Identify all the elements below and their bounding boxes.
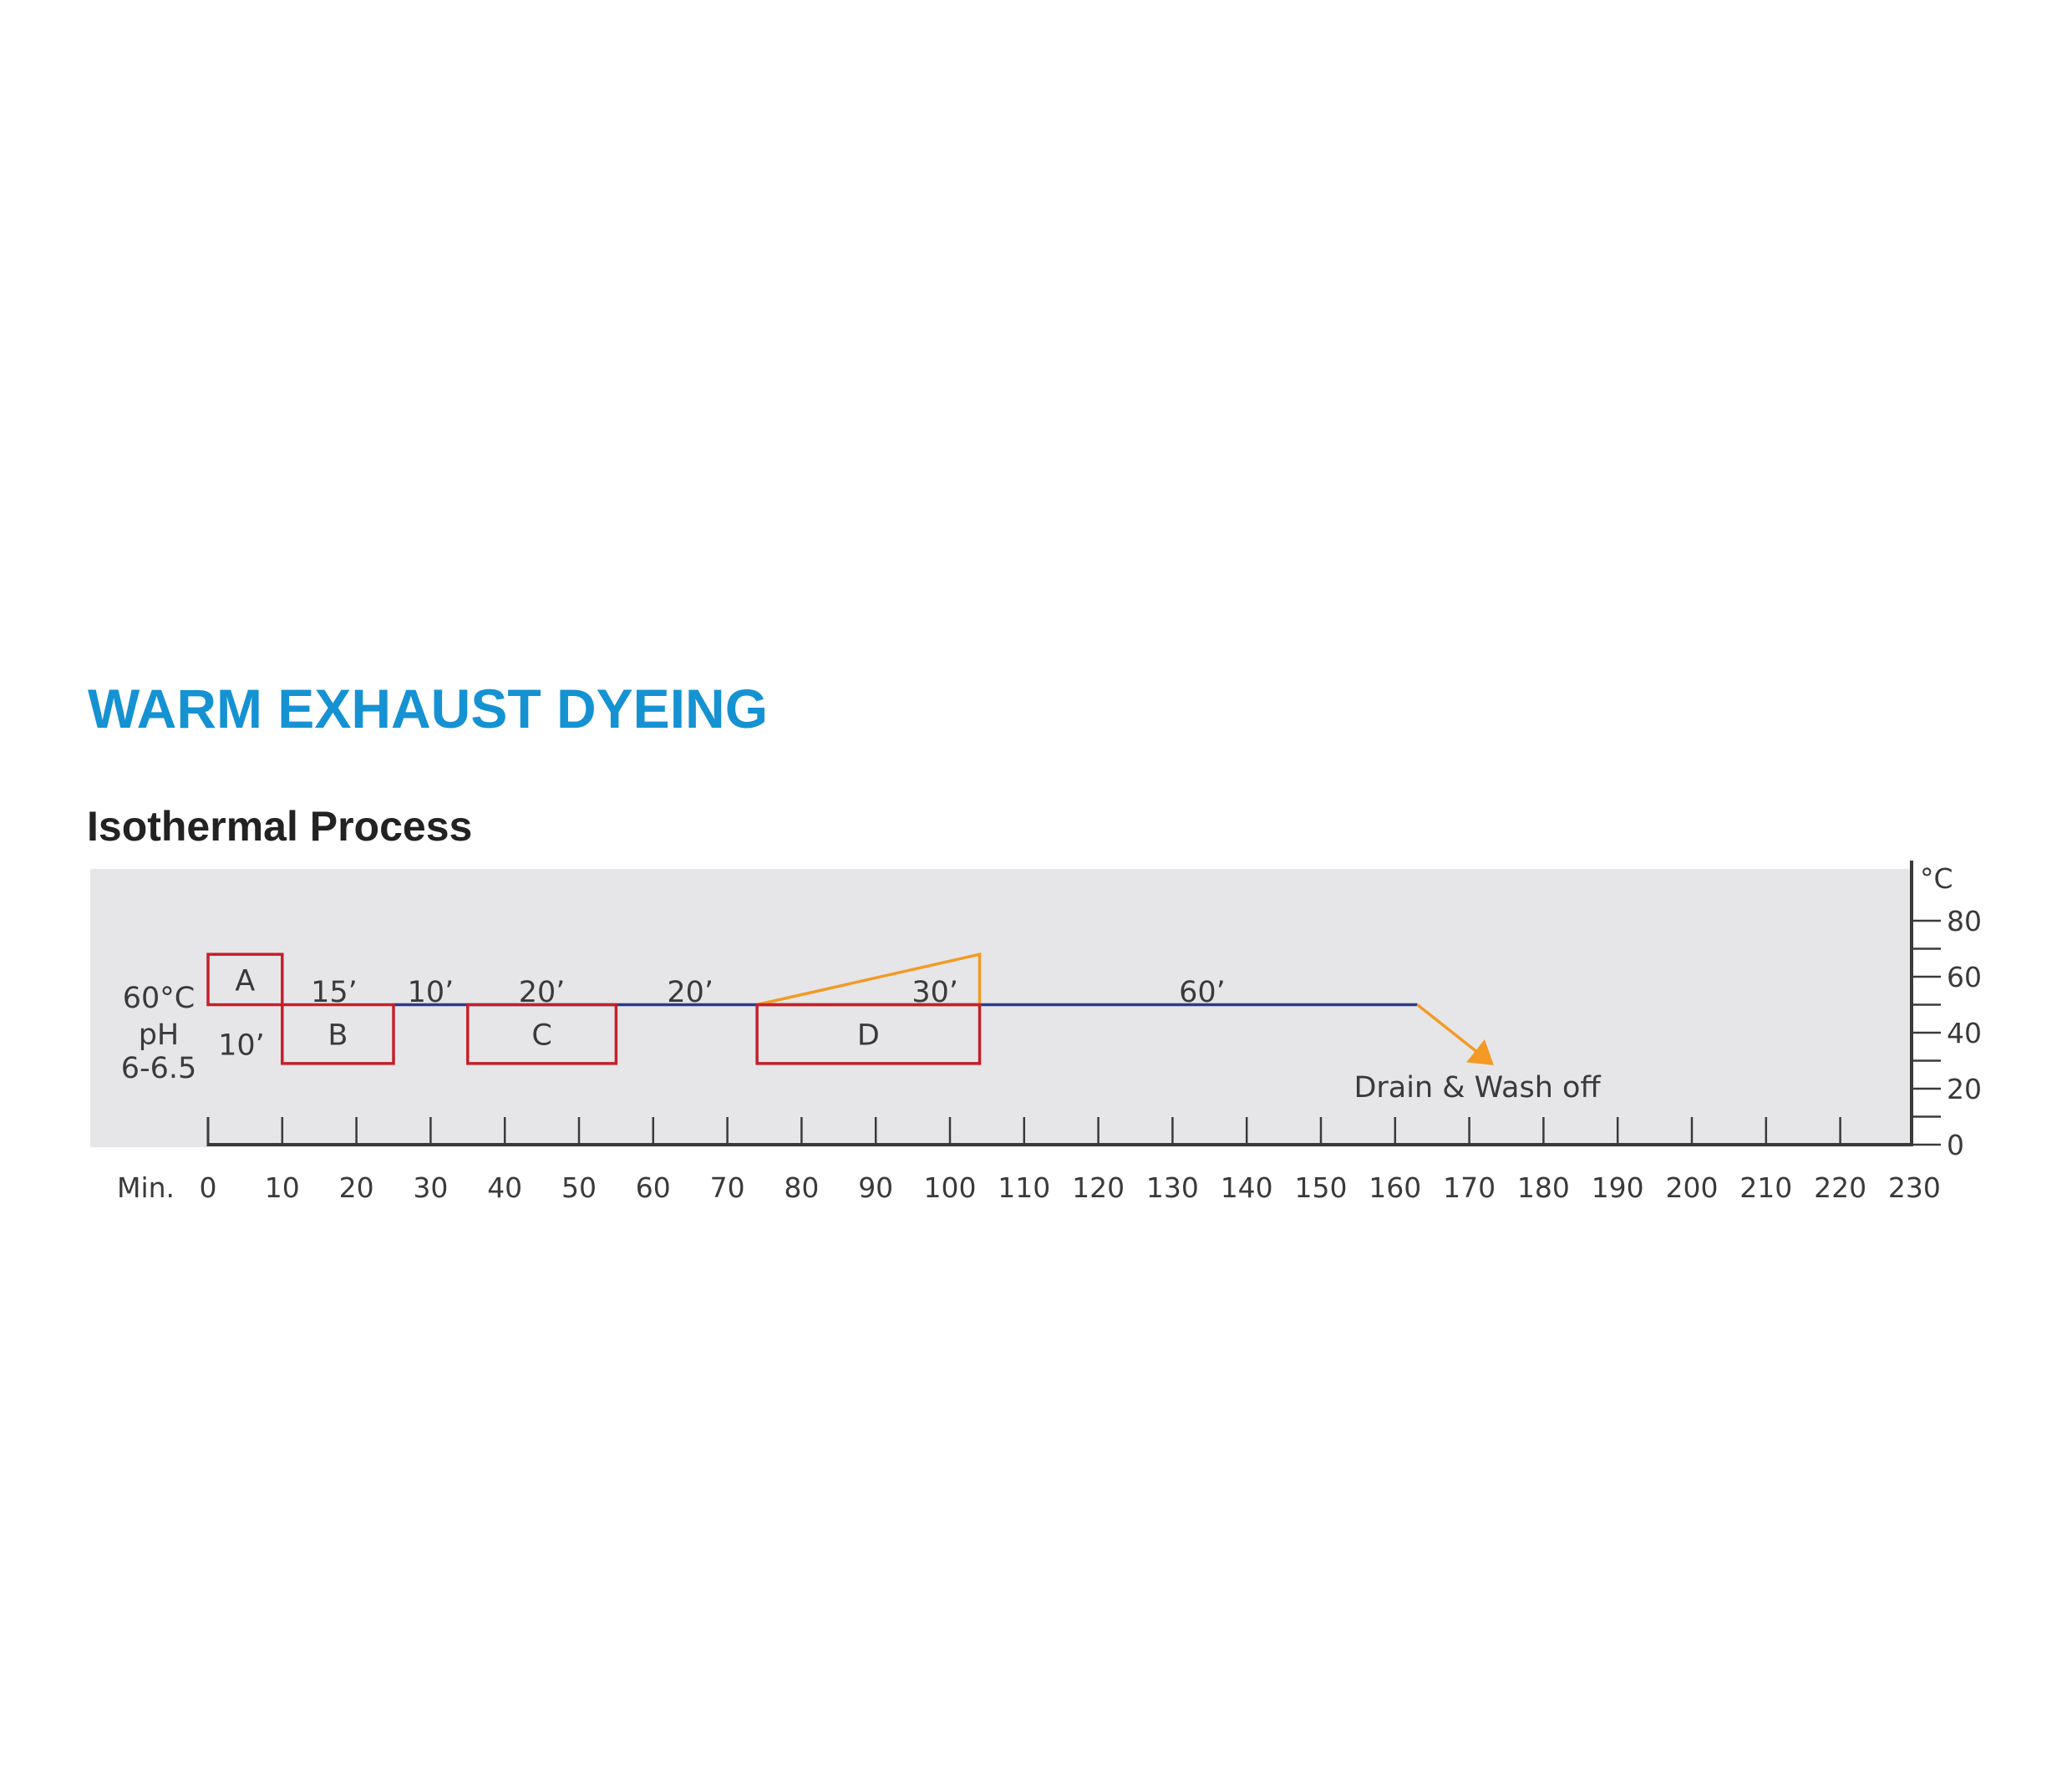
ph-label: pH: [139, 1018, 180, 1052]
time-tick-label: 230: [1888, 1171, 1941, 1204]
time-tick-label: 100: [924, 1171, 977, 1204]
drain-arrow: [1416, 1003, 1494, 1066]
temperature-tick-label: 80: [1947, 905, 1982, 937]
process-conditions: 60°C pH 6-6.5: [121, 982, 197, 1085]
duration-label: 20’: [667, 976, 714, 1009]
time-tick-label: 160: [1369, 1171, 1421, 1204]
time-tick-label: 180: [1517, 1171, 1570, 1204]
step-label-d: D: [857, 1019, 880, 1053]
duration-label: 20’: [519, 976, 566, 1009]
duration-label: 60’: [1179, 976, 1226, 1009]
ph-value: 6-6.5: [121, 1052, 197, 1085]
temperature-label: 60°C: [123, 982, 195, 1015]
time-tick-label: 10: [265, 1171, 300, 1204]
step-label-b: B: [328, 1019, 348, 1053]
time-tick-label: 110: [998, 1171, 1050, 1204]
time-tick-label: 80: [784, 1171, 819, 1204]
drain-wash-off-label: Drain & Wash off: [1353, 1071, 1601, 1105]
time-tick-label: 170: [1443, 1171, 1496, 1204]
time-tick-label: 30: [413, 1171, 448, 1204]
time-tick-label: 140: [1221, 1171, 1273, 1204]
time-tick-label: 190: [1592, 1171, 1644, 1204]
time-tick-label: 70: [710, 1171, 745, 1204]
temperature-tick-label: 40: [1947, 1017, 1982, 1049]
time-tick-label: 210: [1739, 1171, 1792, 1204]
time-tick-label: 130: [1146, 1171, 1199, 1204]
step-box-a: [206, 952, 284, 1007]
step-box-d: [755, 1003, 982, 1065]
step-box-c: [466, 1003, 618, 1065]
time-tick-label: 90: [858, 1171, 893, 1204]
temperature-tick-label: 20: [1947, 1073, 1982, 1105]
time-tick-label: 120: [1072, 1171, 1125, 1204]
process-steps: A B C D 10’ 15’ 10’ 20’ 20’ 30’ 60’: [206, 952, 1494, 1066]
time-tick-label: 150: [1295, 1171, 1348, 1204]
temperature-tick-label: 60: [1947, 961, 1982, 993]
time-tick-label: 50: [561, 1171, 597, 1204]
time-tick-label: 20: [339, 1171, 374, 1204]
time-tick-label: 60: [636, 1171, 671, 1204]
process-subtitle: Isothermal Process: [87, 803, 473, 850]
time-tick-label: 0: [200, 1171, 217, 1204]
diagram-background: [90, 869, 1912, 1147]
page-title: WARM EXHAUST DYEING: [88, 678, 769, 739]
temperature-axis: °C 0 20 40 60 80: [1910, 861, 1982, 1161]
time-axis-label: Min.: [117, 1171, 175, 1204]
temperature-tick-label: 0: [1947, 1129, 1964, 1161]
time-axis: Min. 0 10 20 30 40 50 60 70 80 90 100 110 120 130 140 1…: [117, 1117, 1941, 1204]
duration-label: 15’: [311, 976, 358, 1009]
time-tick-label: 220: [1814, 1171, 1866, 1204]
step-label-c: C: [531, 1019, 551, 1053]
step-label-a: A: [235, 964, 255, 998]
duration-label: 30’: [912, 976, 958, 1009]
time-tick-label: 200: [1666, 1171, 1719, 1204]
time-tick-label: 40: [487, 1171, 522, 1204]
step-box-b: [281, 1003, 395, 1065]
duration-label: 10’: [408, 976, 455, 1009]
duration-label: 10’: [218, 1029, 265, 1062]
temperature-unit-label: °C: [1920, 862, 1953, 895]
